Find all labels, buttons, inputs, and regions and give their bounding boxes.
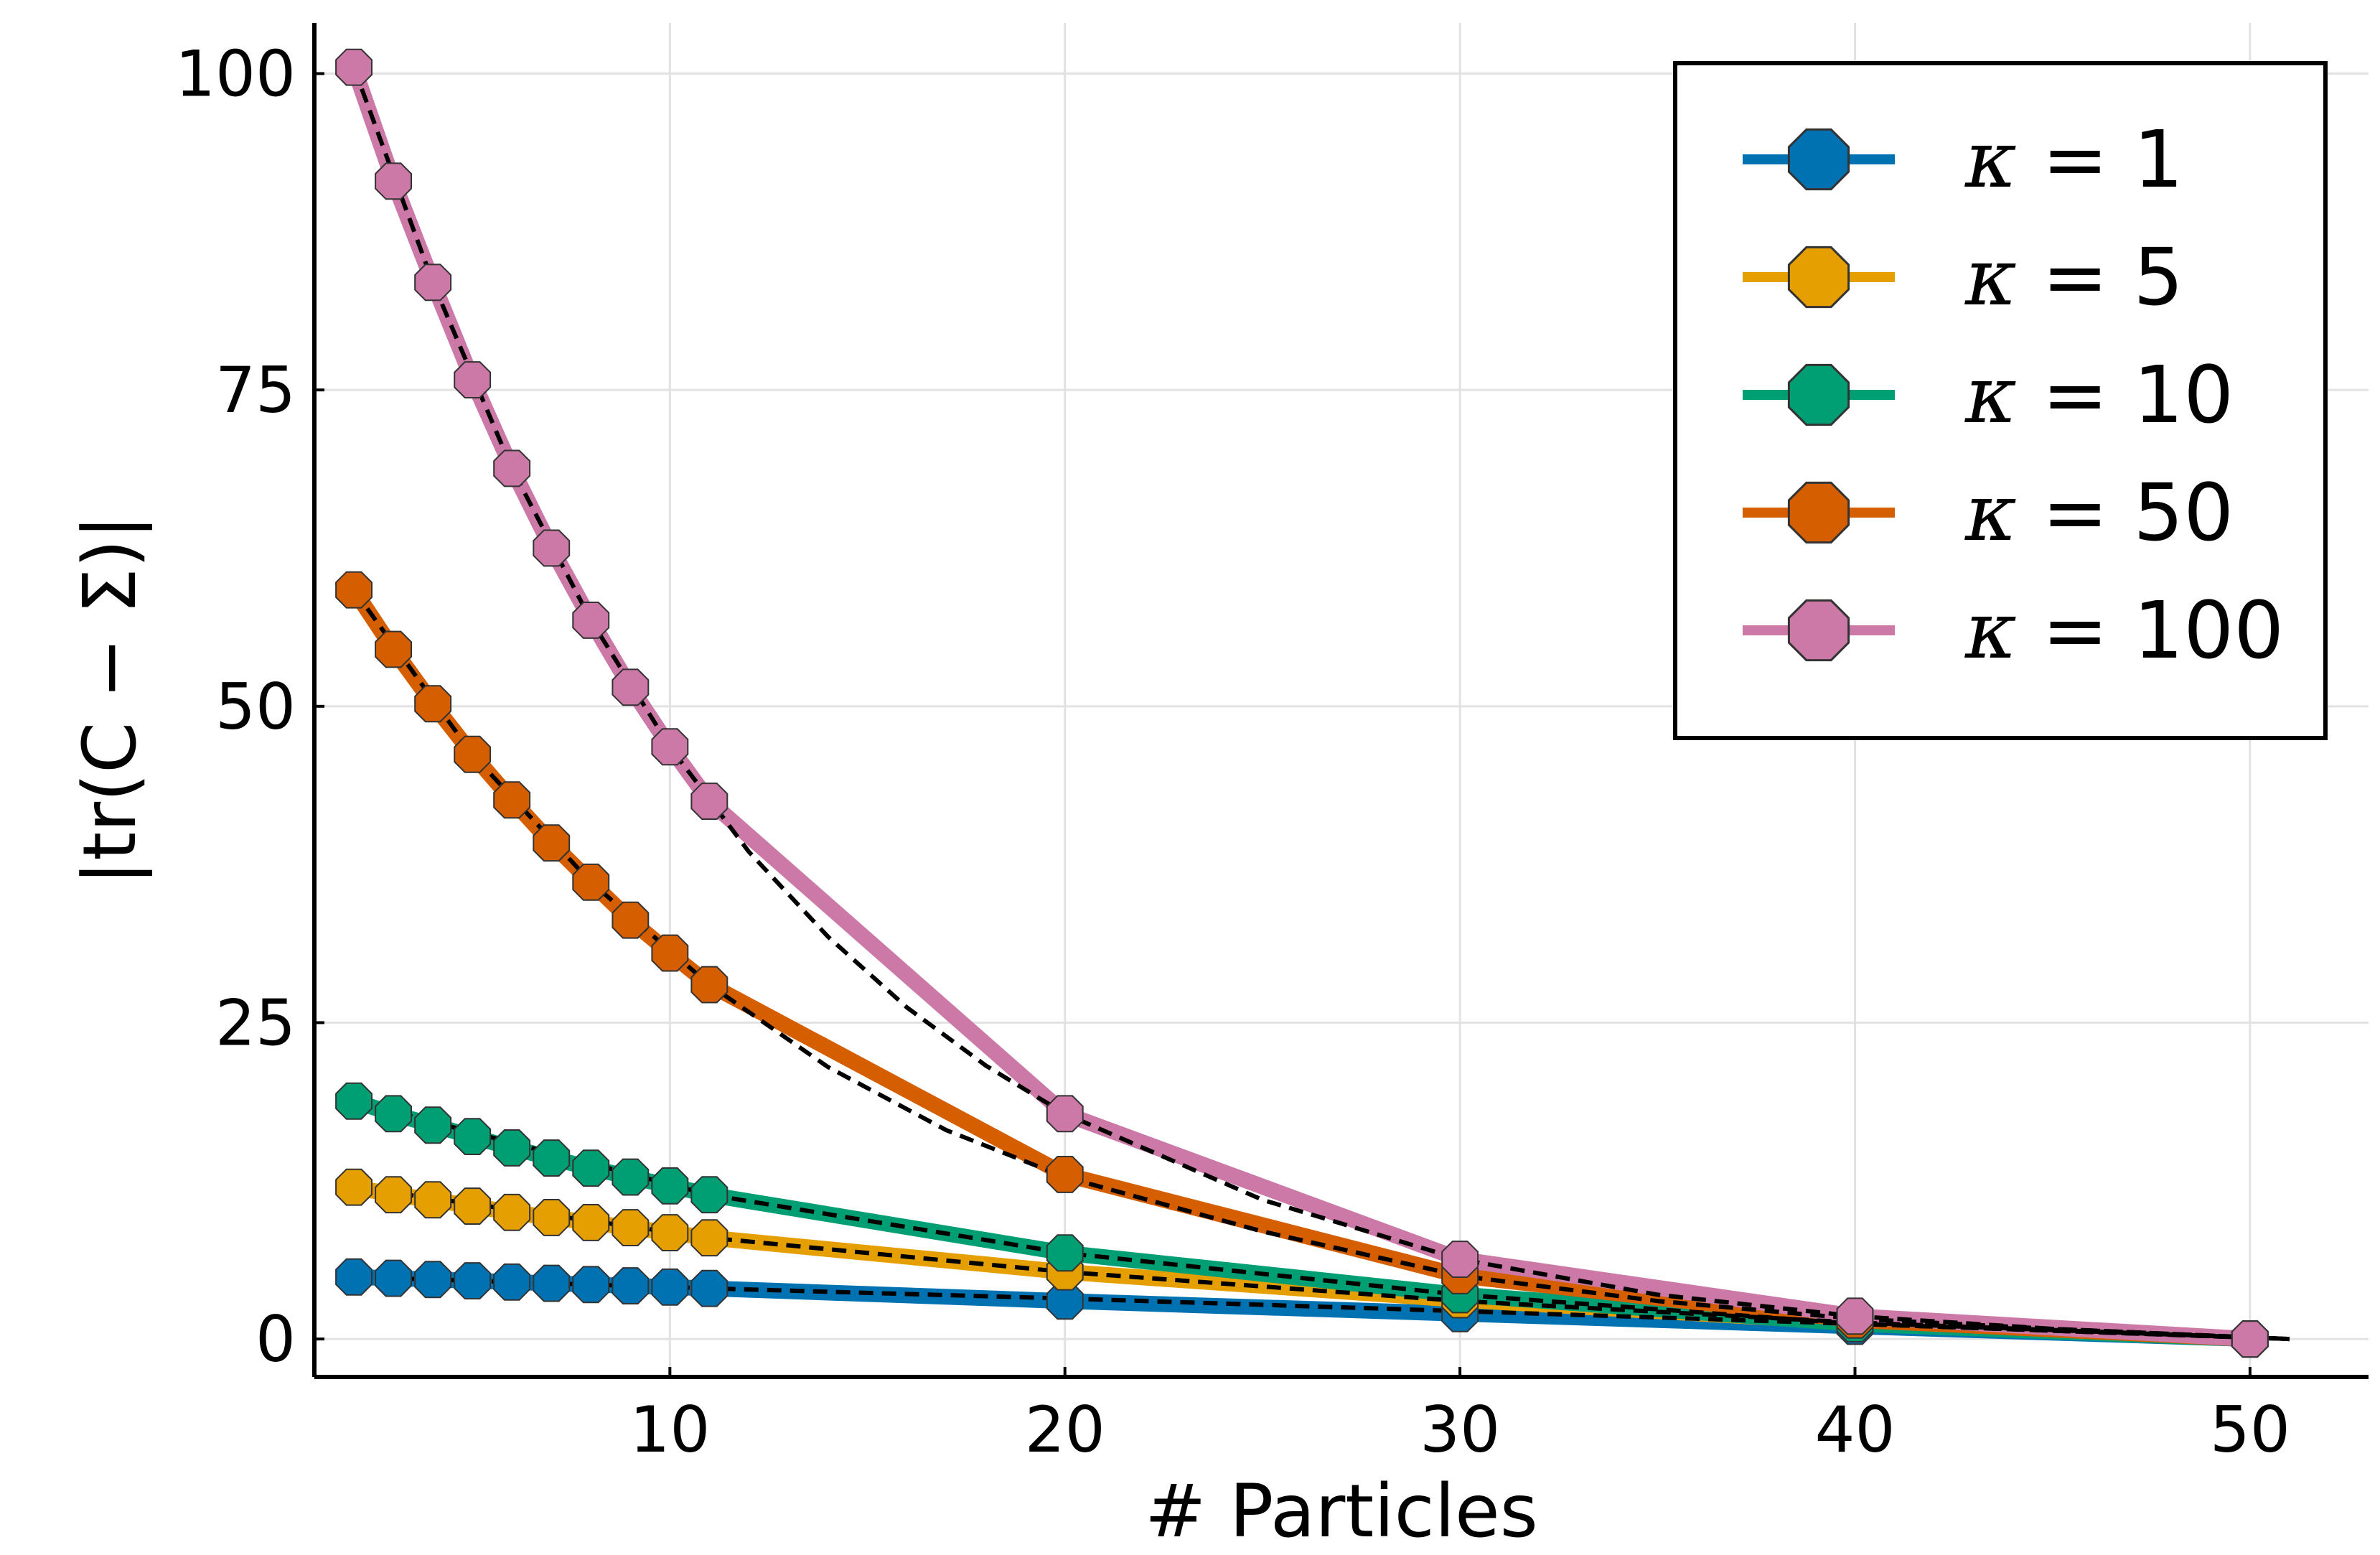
series-2-marker — [414, 1181, 452, 1219]
series-2-marker — [572, 1204, 610, 1241]
series-5-marker — [375, 162, 412, 200]
legend-kappa-symbol: κ — [1964, 113, 2017, 205]
series-2-marker — [493, 1193, 531, 1231]
series-3-marker — [612, 1158, 650, 1196]
series-5-marker — [1046, 1095, 1084, 1133]
series-4-marker — [454, 735, 492, 773]
series-1-marker — [414, 1261, 452, 1299]
series-5-marker — [572, 602, 610, 639]
legend-kappa-symbol: κ — [1964, 584, 2017, 676]
legend-marker-5 — [1787, 599, 1850, 662]
series-5-marker — [493, 449, 531, 487]
legend-value: = 1 — [2017, 113, 2183, 205]
series-3-marker — [414, 1106, 452, 1144]
series-4-marker — [612, 901, 650, 939]
x-tick-label: 40 — [1815, 1393, 1896, 1467]
series-3-marker — [375, 1095, 412, 1133]
series-1-marker — [1046, 1282, 1084, 1320]
series-3-marker — [572, 1149, 610, 1187]
series-5-marker — [612, 668, 650, 706]
series-1-marker — [375, 1259, 412, 1297]
legend-kappa-symbol: κ — [1964, 349, 2017, 441]
legend-marker-1 — [1787, 128, 1850, 191]
legend-label-3: κ = 10 — [1964, 349, 2234, 441]
series-4-marker — [375, 630, 412, 668]
legend-label-2: κ = 5 — [1964, 231, 2183, 323]
series-3-marker — [335, 1082, 373, 1120]
series-5-marker — [335, 48, 373, 86]
legend-label-5: κ = 100 — [1964, 584, 2284, 676]
legend-value: = 10 — [2017, 349, 2234, 441]
series-4-marker — [533, 824, 571, 862]
legend: κ = 1κ = 5κ = 10κ = 50κ = 100 — [1673, 61, 2328, 740]
series-5-marker — [1441, 1241, 1479, 1278]
legend-value: = 50 — [2017, 467, 2234, 559]
series-4-marker — [572, 863, 610, 901]
legend-label-1: κ = 1 — [1964, 113, 2183, 205]
series-2-marker — [335, 1168, 373, 1206]
y-tick-label: 50 — [215, 670, 296, 744]
axes — [312, 23, 2369, 1379]
series-1-marker — [612, 1267, 650, 1304]
x-tick-label: 50 — [2210, 1393, 2290, 1467]
fit-curve-3 — [353, 1098, 2290, 1342]
series-1-marker — [533, 1264, 571, 1302]
series-5-marker — [651, 728, 689, 766]
markers-layer — [335, 48, 2269, 1358]
legend-label-4: κ = 50 — [1964, 467, 2234, 559]
series-5-marker — [1836, 1297, 1874, 1335]
series-1-marker — [335, 1258, 373, 1296]
series-2-marker — [690, 1219, 728, 1257]
series-2-marker — [533, 1199, 571, 1236]
series-3-marker — [690, 1176, 728, 1214]
series-3-marker — [1046, 1234, 1084, 1272]
series-5-marker — [690, 783, 728, 820]
series-1-marker — [493, 1263, 531, 1301]
legend-kappa-symbol: κ — [1964, 231, 2017, 323]
legend-value: = 5 — [2017, 231, 2183, 323]
x-ticks: 10 20 30 40 50 — [629, 1367, 2290, 1467]
series-2-marker — [375, 1176, 412, 1214]
series-4-marker — [690, 966, 728, 1004]
series-2-marker — [651, 1214, 689, 1251]
legend-marker-2 — [1787, 246, 1850, 309]
series-5-marker — [454, 361, 492, 398]
series-4-marker — [493, 781, 531, 819]
series-1-marker — [651, 1268, 689, 1306]
y-ticks: 0 25 50 75 100 — [175, 37, 324, 1376]
series-4-marker — [335, 571, 373, 609]
series-4-marker — [651, 934, 689, 972]
y-axis-label: |tr(C − Σ)| — [67, 515, 153, 885]
fit-curve-2 — [353, 1185, 2290, 1342]
series-2-marker — [612, 1209, 650, 1246]
series-3-marker — [493, 1129, 531, 1167]
series-5-marker — [2231, 1320, 2269, 1358]
series-1-marker — [454, 1262, 492, 1299]
series-1-marker — [690, 1269, 728, 1307]
x-tick-label: 20 — [1025, 1393, 1105, 1467]
y-tick-label: 25 — [215, 986, 296, 1060]
series-5-marker — [414, 263, 452, 302]
y-tick-label: 0 — [256, 1302, 296, 1376]
series-1-marker — [572, 1266, 610, 1304]
x-tick-label: 10 — [629, 1393, 710, 1467]
x-axis-label: # Particles — [1145, 1469, 1538, 1554]
series-5-marker — [533, 529, 571, 567]
legend-marker-4 — [1787, 481, 1850, 544]
series-4-marker — [414, 685, 452, 723]
series-3-marker — [454, 1118, 492, 1155]
series-3-marker — [651, 1167, 689, 1205]
y-tick-label: 100 — [175, 37, 296, 111]
series-3-marker — [533, 1139, 571, 1177]
legend-kappa-symbol: κ — [1964, 467, 2017, 559]
x-tick-label: 30 — [1420, 1393, 1500, 1467]
series-2-marker — [454, 1187, 492, 1225]
series-4-marker — [1046, 1156, 1084, 1193]
legend-value: = 100 — [2017, 584, 2284, 676]
y-tick-label: 75 — [215, 353, 296, 427]
legend-marker-3 — [1787, 363, 1850, 426]
